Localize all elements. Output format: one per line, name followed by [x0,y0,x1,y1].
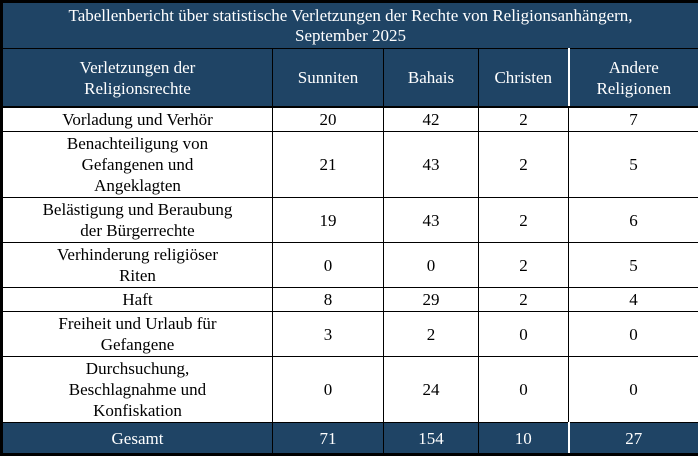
cell-value: 5 [569,132,698,198]
footer-total-andere-religionen: 27 [569,423,698,455]
cell-value: 43 [384,198,479,243]
cell-value: 0 [479,357,569,423]
cell-value: 6 [569,198,698,243]
cell-value: 8 [273,288,384,312]
cell-value: 19 [273,198,384,243]
cell-value: 2 [479,198,569,243]
cell-value: 2 [479,288,569,312]
table-title-row: Tabellenbericht über statistische Verlet… [2,2,698,49]
row-label: Haft [2,288,273,312]
row-label: Vorladung und Verhör [2,107,273,132]
cell-value: 2 [479,243,569,288]
cell-value: 7 [569,107,698,132]
footer-total-bahais: 154 [384,423,479,455]
table-footer-row: Gesamt 71 154 10 27 [2,423,698,455]
table-row: Vorladung und Verhör 20 42 2 7 [2,107,698,132]
cell-value: 0 [273,243,384,288]
footer-total-christen: 10 [479,423,569,455]
cell-value: 43 [384,132,479,198]
cell-value: 0 [569,312,698,357]
column-header-sunniten: Sunniten [273,49,384,108]
column-header-christen: Christen [479,49,569,108]
table-title: Tabellenbericht über statistische Verlet… [2,2,698,49]
table-row: Haft 8 29 2 4 [2,288,698,312]
footer-total-sunniten: 71 [273,423,384,455]
cell-value: 24 [384,357,479,423]
column-header-bahais: Bahais [384,49,479,108]
cell-value: 20 [273,107,384,132]
cell-value: 29 [384,288,479,312]
cell-value: 3 [273,312,384,357]
cell-value: 2 [479,107,569,132]
cell-value: 2 [384,312,479,357]
cell-value: 0 [479,312,569,357]
cell-value: 21 [273,132,384,198]
cell-value: 0 [273,357,384,423]
cell-value: 4 [569,288,698,312]
footer-label: Gesamt [2,423,273,455]
cell-value: 0 [569,357,698,423]
cell-value: 5 [569,243,698,288]
cell-value: 0 [384,243,479,288]
cell-value: 2 [479,132,569,198]
cell-value: 42 [384,107,479,132]
